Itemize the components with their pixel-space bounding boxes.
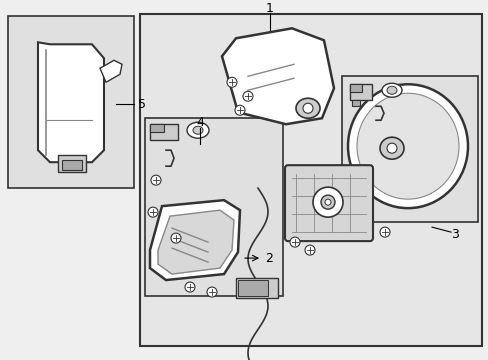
Ellipse shape — [303, 103, 312, 113]
Bar — [351, 100, 359, 106]
Ellipse shape — [379, 137, 403, 159]
Ellipse shape — [235, 105, 244, 115]
Ellipse shape — [184, 282, 195, 292]
Bar — [349, 84, 361, 92]
Ellipse shape — [325, 199, 330, 205]
Ellipse shape — [289, 237, 299, 247]
Polygon shape — [100, 60, 122, 82]
Ellipse shape — [171, 233, 181, 243]
Ellipse shape — [226, 77, 237, 87]
Ellipse shape — [186, 122, 208, 138]
Bar — [140, 14, 481, 346]
Text: 3: 3 — [450, 228, 458, 240]
Bar — [238, 280, 267, 296]
Ellipse shape — [381, 83, 401, 97]
Text: 5: 5 — [138, 98, 146, 111]
Bar — [145, 118, 283, 296]
Bar — [349, 84, 371, 100]
Ellipse shape — [305, 245, 314, 255]
Ellipse shape — [347, 84, 467, 208]
Text: 1: 1 — [265, 2, 273, 15]
Bar — [236, 278, 278, 298]
Ellipse shape — [243, 91, 252, 101]
Polygon shape — [158, 210, 234, 274]
Ellipse shape — [386, 143, 396, 153]
Ellipse shape — [320, 195, 334, 209]
Text: 2: 2 — [264, 252, 272, 265]
Ellipse shape — [295, 98, 319, 118]
Ellipse shape — [206, 287, 217, 297]
Ellipse shape — [151, 175, 161, 185]
Ellipse shape — [312, 187, 342, 217]
Ellipse shape — [193, 126, 203, 134]
Bar — [150, 124, 163, 132]
Polygon shape — [38, 42, 104, 162]
Bar — [8, 16, 134, 188]
Ellipse shape — [148, 207, 158, 217]
FancyBboxPatch shape — [285, 165, 372, 241]
Ellipse shape — [379, 227, 389, 237]
Bar — [62, 160, 82, 170]
Polygon shape — [150, 200, 240, 280]
Ellipse shape — [386, 86, 396, 94]
Bar — [58, 155, 86, 172]
Bar — [341, 76, 477, 222]
Text: 4: 4 — [196, 116, 203, 129]
Ellipse shape — [356, 93, 458, 199]
Bar — [150, 124, 178, 140]
Polygon shape — [222, 28, 333, 124]
